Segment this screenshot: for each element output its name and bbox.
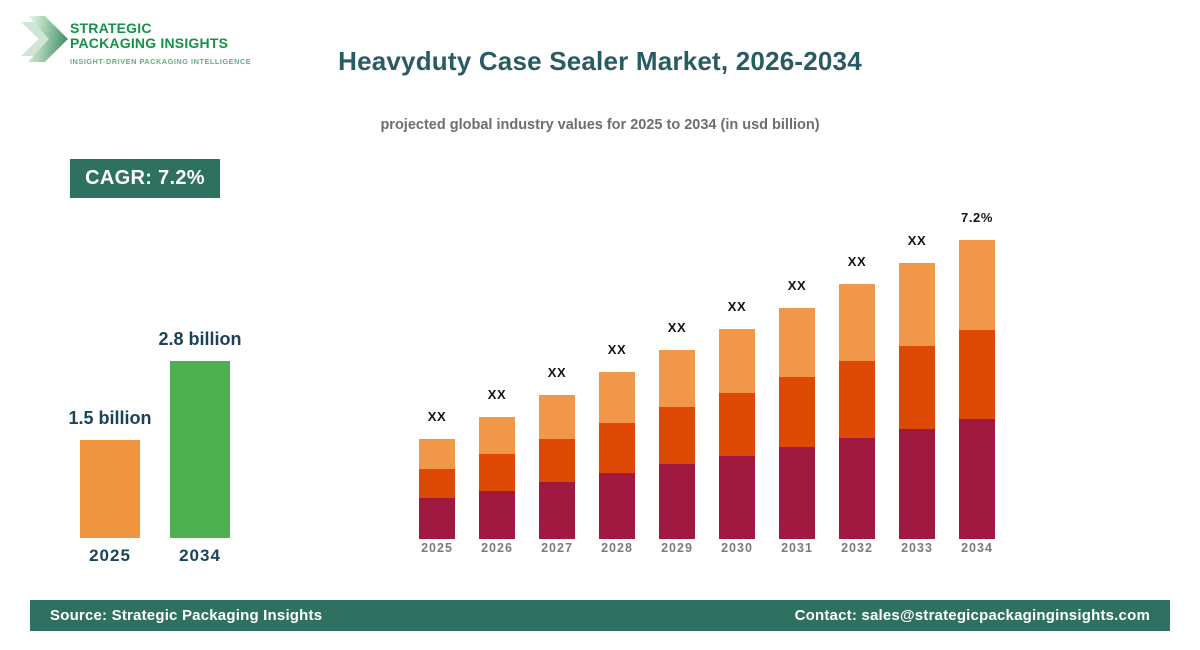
x-axis-label: 2030 [721, 541, 753, 555]
bar-segment-bottom [899, 429, 935, 539]
bar-segment-middle [659, 407, 695, 464]
mini-x-axis-label: 2025 [89, 546, 131, 565]
mini-bar-value-label: 1.5 billion [68, 408, 152, 428]
bar-segment-top [539, 395, 575, 439]
mini-bar-value-label: 2.8 billion [158, 329, 242, 349]
stacked-bar-2025 [419, 439, 455, 539]
bar-segment-bottom [419, 498, 455, 539]
x-axis-label: 2031 [781, 541, 813, 555]
bar-value-label: XX [547, 365, 567, 380]
logo-line1: STRATEGIC [70, 20, 152, 36]
bar-segment-middle [719, 393, 755, 456]
logo: STRATEGIC PACKAGING INSIGHTS INSIGHT-DRI… [70, 20, 252, 67]
stacked-bar-2027 [539, 395, 575, 539]
cagr-badge: CAGR: 7.2% [70, 159, 220, 198]
bar-value-label: XX [427, 409, 447, 424]
bar-segment-middle [539, 439, 575, 482]
bar-segment-top [599, 372, 635, 423]
bar-segment-top [479, 417, 515, 454]
bar-value-label: XX [607, 342, 627, 357]
bar-segment-middle [899, 346, 935, 429]
bar-segment-middle [959, 330, 995, 419]
bar-segment-top [659, 350, 695, 407]
bar-segment-top [959, 240, 995, 330]
bar-segment-middle [779, 377, 815, 447]
bar-segment-bottom [599, 473, 635, 539]
page-subtitle: projected global industry values for 202… [380, 117, 820, 133]
logo-tagline: INSIGHT-DRIVEN PACKAGING INTELLIGENCE [70, 57, 252, 66]
page-title: Heavyduty Case Sealer Market, 2026-2034 [338, 46, 862, 76]
stacked-bar-2026 [479, 417, 515, 539]
bar-value-label: XX [787, 278, 807, 293]
x-axis-label: 2026 [481, 541, 513, 555]
bar-segment-middle [479, 454, 515, 491]
bar-segment-bottom [719, 456, 755, 539]
bar-value-label: XX [907, 233, 927, 248]
stacked-bar-2028 [599, 372, 635, 539]
bar-segment-bottom [659, 464, 695, 539]
x-axis-label: 2028 [601, 541, 633, 555]
mini-x-axis-label: 2034 [179, 546, 221, 565]
bar-segment-top [779, 308, 815, 377]
bar-segment-middle [419, 469, 455, 498]
x-axis-label: 2033 [901, 541, 933, 555]
bar-segment-bottom [479, 491, 515, 539]
logo-line2: PACKAGING INSIGHTS [70, 35, 229, 51]
mini-bar-2025 [80, 440, 140, 538]
logo-chevron-icon [21, 16, 68, 62]
bar-value-label: XX [847, 254, 867, 269]
bar-segment-top [719, 329, 755, 393]
footer-bar: Source: Strategic Packaging Insights Con… [30, 600, 1170, 631]
x-axis-label: 2025 [421, 541, 453, 555]
stacked-bar-2034 [959, 240, 995, 539]
footer-contact: Contact: sales@strategicpackaginginsight… [794, 607, 1150, 624]
bar-segment-bottom [959, 419, 995, 539]
stacked-bar-2032 [839, 284, 875, 539]
bar-segment-middle [599, 423, 635, 473]
x-axis-label: 2032 [841, 541, 873, 555]
bar-segment-top [839, 284, 875, 361]
bar-segment-bottom [539, 482, 575, 539]
stacked-bar-2030 [719, 329, 755, 539]
bar-value-label: 7.2% [960, 210, 994, 225]
x-axis-label: 2029 [661, 541, 693, 555]
bar-segment-middle [839, 361, 875, 438]
bar-value-label: XX [727, 299, 747, 314]
bar-value-label: XX [667, 320, 687, 335]
stacked-bar-2033 [899, 263, 935, 539]
bar-value-label: XX [487, 387, 507, 402]
x-axis-label: 2027 [541, 541, 573, 555]
bar-segment-bottom [779, 447, 815, 539]
stacked-bar-2031 [779, 308, 815, 539]
x-axis-label: 2034 [961, 541, 993, 555]
bar-segment-top [899, 263, 935, 346]
footer-source: Source: Strategic Packaging Insights [50, 607, 323, 624]
stacked-bar-2029 [659, 350, 695, 539]
mini-bar-2034 [170, 361, 230, 538]
bar-segment-bottom [839, 438, 875, 539]
bar-segment-top [419, 439, 455, 469]
